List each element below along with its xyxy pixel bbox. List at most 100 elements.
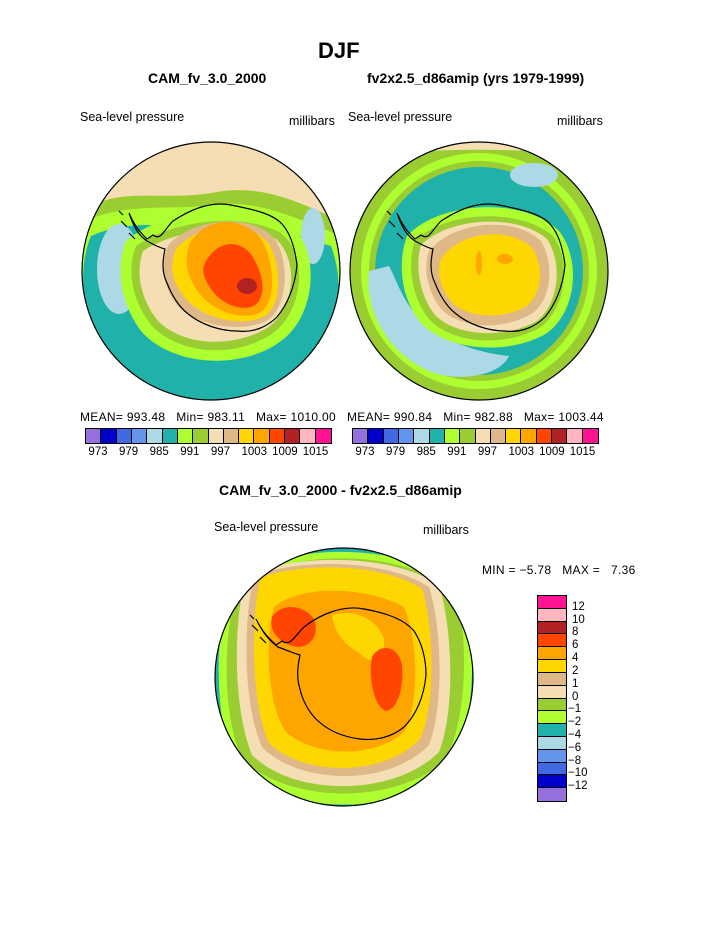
diff-colorbar-swatch (538, 660, 566, 673)
diff-colorbar-tick-label: −8 (568, 754, 582, 767)
right-colorbar-swatch (414, 429, 430, 443)
right-max-value: 1003.44 (558, 410, 604, 424)
diff-colorbar-tick-label: 0 (572, 690, 579, 703)
right-mean-label: MEAN= (347, 410, 391, 424)
diff-colorbar-tick-label: −1 (568, 703, 582, 716)
diff-colorbar-tick-label: −2 (568, 716, 582, 729)
diff-colorbar-swatch (538, 621, 566, 635)
peninsula-coastline (118, 210, 136, 240)
right-colorbar-swatch (567, 429, 583, 443)
left-colorbar-swatch (285, 429, 301, 443)
right-max-label: Max= (523, 410, 555, 424)
diff-colorbar-swatch (538, 634, 566, 648)
left-stats: MEAN= 993.48 Min= 983.11 Max= 1010.00 (80, 410, 336, 424)
right-colorbar-tick-label: 973 (355, 446, 375, 458)
right-colorbar-swatch (521, 429, 537, 443)
right-colorbar-swatch (460, 429, 476, 443)
right-units-label: millibars (557, 114, 603, 128)
diff-colorbar-tick-label: −12 (568, 780, 588, 793)
contour-red-east (370, 647, 403, 711)
antarctica-coastline (396, 203, 566, 332)
right-variable-label: Sea-level pressure (348, 110, 453, 124)
left-colorbar-swatch (300, 429, 316, 443)
left-colorbar-tick-label: 1009 (272, 446, 298, 458)
right-colorbar-swatch (475, 429, 491, 443)
right-colorbar (352, 428, 599, 444)
left-colorbar-swatch (147, 429, 163, 443)
left-max-value: 1010.00 (290, 410, 336, 424)
diff-colorbar-swatch (538, 788, 566, 801)
left-colorbar-tick-label: 991 (180, 446, 200, 458)
diff-colorbar-tick-label: 10 (572, 613, 585, 626)
left-units-label: millibars (289, 114, 335, 128)
right-colorbar-swatch (582, 429, 598, 443)
right-colorbar-tick-label: 1003 (508, 446, 535, 458)
right-min-value: 982.88 (474, 410, 513, 424)
left-colorbar-tick-label: 973 (88, 446, 108, 458)
right-colorbar-ticks: 973 979 985 991 997 1003 1009 1015 (352, 446, 599, 460)
diff-colorbar-swatch (538, 749, 566, 763)
right-colorbar-swatch (368, 429, 384, 443)
left-min-value: 983.11 (207, 410, 246, 424)
diff-polar-map (214, 547, 474, 807)
antarctica-coastline (128, 203, 298, 332)
right-colorbar-tick-label: 997 (477, 446, 497, 458)
left-variable-label: Sea-level pressure (80, 110, 185, 124)
left-model-title: CAM_fv_3.0_2000 (148, 70, 267, 86)
left-colorbar-swatch (162, 429, 178, 443)
diff-colorbar-swatch (538, 596, 566, 609)
left-colorbar-tick-label: 1015 (302, 446, 329, 458)
diff-title: CAM_fv_3.0_2000 - fv2x2.5_d86amip (219, 482, 462, 498)
right-colorbar-tick-label: 1015 (569, 446, 596, 458)
map-outline (349, 141, 609, 401)
contour-yellow (439, 234, 540, 316)
diff-colorbar-swatch (538, 711, 566, 725)
right-colorbar-swatch (353, 429, 369, 443)
left-colorbar-swatch (116, 429, 132, 443)
diff-colorbar-swatch (538, 685, 566, 699)
right-colorbar-swatch (552, 429, 568, 443)
right-colorbar-swatch (398, 429, 415, 443)
diff-colorbar-tick-label: 4 (572, 652, 579, 665)
contour-orange-a (476, 251, 482, 275)
map-outline (214, 547, 474, 807)
left-mean-value: 993.48 (126, 410, 166, 424)
left-colorbar-tick-label: 997 (210, 446, 230, 458)
diff-colorbar-swatch (538, 775, 566, 789)
diff-colorbar-tick-label: 12 (572, 600, 585, 613)
right-colorbar-tick-label: 991 (447, 446, 467, 458)
left-mean-label: MEAN= (80, 410, 124, 424)
left-colorbar-swatch (86, 429, 102, 443)
left-colorbar-swatch (208, 429, 224, 443)
left-colorbar-swatch (101, 429, 117, 443)
diff-min-value: −5.78 (519, 563, 552, 577)
right-colorbar-tick-label: 1009 (539, 446, 565, 458)
right-model-title: fv2x2.5_d86amip (yrs 1979-1999) (367, 70, 585, 86)
peninsula-coastline (386, 210, 404, 240)
right-stats: MEAN= 990.84 Min= 982.88 Max= 1003.44 (347, 410, 604, 424)
diff-colorbar-swatch (538, 698, 566, 712)
right-colorbar-tick-label: 985 (416, 446, 436, 458)
left-polar-map (81, 141, 341, 401)
contour-orange-b (497, 254, 513, 264)
left-colorbar-ticks: 973 979 985 991 997 1003 1009 1015 (85, 446, 332, 460)
right-min-label: Min= (443, 410, 471, 424)
diff-colorbar-swatch (538, 608, 566, 622)
contour-lightblue-south (368, 266, 509, 377)
right-colorbar-swatch (383, 429, 399, 443)
diff-colorbar-tick-label: 8 (572, 626, 579, 639)
right-colorbar-swatch (429, 429, 445, 443)
contour-red-west (271, 607, 316, 647)
right-colorbar-swatch (444, 429, 461, 443)
diff-colorbar-swatch (538, 672, 566, 686)
left-colorbar (85, 428, 332, 444)
contour-yellow-hole (332, 613, 385, 661)
right-colorbar-swatch (536, 429, 553, 443)
diff-colorbar-tick-label: −6 (568, 741, 582, 754)
left-colorbar-swatch (315, 429, 331, 443)
left-colorbar-tick-label: 985 (149, 446, 169, 458)
map-outline (81, 141, 341, 401)
antarctica-coastline (255, 607, 427, 741)
left-colorbar-swatch (239, 429, 255, 443)
diff-colorbar-swatch (538, 647, 566, 661)
